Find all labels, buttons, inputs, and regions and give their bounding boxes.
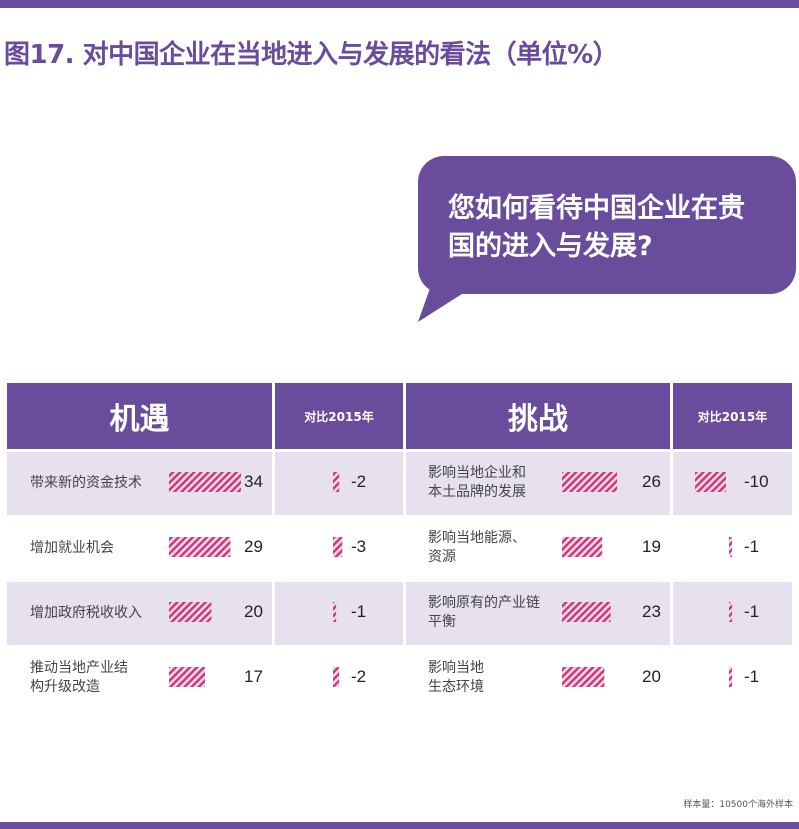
- chl-value-label-3: 20: [642, 667, 661, 686]
- chl-category-3: 影响当地 生态环境: [428, 659, 484, 697]
- opp-row-3: [7, 647, 272, 710]
- question-text: 您如何看待中国企业在贵 国的进入与发展?: [448, 190, 778, 266]
- opp-row-compare-1: [275, 517, 403, 580]
- question-bubble: [418, 156, 796, 294]
- chl-value-label-0: 26: [642, 472, 661, 491]
- opp-change-label-3: -2: [351, 667, 367, 686]
- opp-value-label-1: 29: [244, 537, 263, 556]
- chl-category-0-line-1: 本土品牌的发展: [428, 484, 526, 500]
- opp-change-label-2: -1: [351, 602, 367, 621]
- chl-category-1-line-1: 资源: [428, 549, 456, 565]
- chl-change-label-0: -10: [744, 472, 769, 491]
- opp-row-2: [7, 582, 272, 645]
- chl-change-label-1: -1: [744, 537, 760, 556]
- opp-change-label-1: -3: [351, 537, 367, 556]
- chl-category-2-line-0: 影响原有的产业链: [428, 595, 540, 611]
- chl-row-3: [406, 647, 670, 710]
- chl-value-label-2: 23: [642, 602, 661, 621]
- chl-category-2-line-1: 平衡: [428, 614, 456, 630]
- opp-category-2: 增加政府税收收入: [30, 604, 142, 623]
- chl-category-0: 影响当地企业和 本土品牌的发展: [428, 464, 526, 502]
- opp-change-label-0: -2: [351, 472, 367, 491]
- header-compare-right: 对比2015年: [673, 383, 792, 449]
- opp-category-0: 带来新的资金技术: [30, 474, 142, 493]
- chl-change-label-3: -1: [744, 667, 760, 686]
- bottom-bar: [0, 822, 799, 829]
- chl-category-0-line-0: 影响当地企业和: [428, 465, 526, 481]
- chl-category-1-line-0: 影响当地能源、: [428, 530, 526, 546]
- opp-value-label-0: 34: [244, 472, 263, 491]
- opp-category-3-line-0: 推动当地产业结: [30, 660, 128, 676]
- opp-row-compare-2: [275, 582, 403, 645]
- chl-row-0: [406, 452, 670, 515]
- chl-row-compare-2: [673, 582, 792, 645]
- chl-category-1: 影响当地能源、 资源: [428, 529, 526, 567]
- chl-row-compare-1: [673, 517, 792, 580]
- header-opportunity: 机遇: [7, 383, 272, 449]
- chl-category-3-line-1: 生态环境: [428, 679, 484, 695]
- chl-category-2: 影响原有的产业链 平衡: [428, 594, 540, 632]
- chl-row-2: [406, 582, 670, 645]
- question-line-2: 国的进入与发展?: [448, 231, 653, 262]
- opp-category-1: 增加就业机会: [30, 539, 114, 558]
- chl-row-1: [406, 517, 670, 580]
- chart-title: 图17. 对中国企业在当地进入与发展的看法（单位%）: [4, 40, 619, 70]
- chl-category-3-line-0: 影响当地: [428, 660, 484, 676]
- opp-value-label-2: 20: [244, 602, 263, 621]
- chl-value-label-1: 19: [642, 537, 661, 556]
- opp-value-label-3: 17: [244, 667, 263, 686]
- footnote: 样本量：10500个海外样本: [683, 800, 793, 810]
- header-compare-left: 对比2015年: [275, 383, 403, 449]
- top-bar: [0, 0, 799, 8]
- opp-category-0-line-0: 带来新的资金技术: [30, 475, 142, 491]
- header-challenge: 挑战: [406, 383, 670, 449]
- chl-row-compare-0: [673, 452, 792, 515]
- opp-category-3: 推动当地产业结 构升级改造: [30, 659, 128, 697]
- opp-category-3-line-1: 构升级改造: [30, 679, 100, 695]
- opp-category-1-line-0: 增加就业机会: [30, 540, 114, 556]
- opp-category-2-line-0: 增加政府税收收入: [30, 605, 142, 621]
- chl-change-label-2: -1: [744, 602, 760, 621]
- opp-row-compare-0: [275, 452, 403, 515]
- chl-row-compare-3: [673, 647, 792, 710]
- opp-row-compare-3: [275, 647, 403, 710]
- question-line-1: 您如何看待中国企业在贵: [448, 193, 745, 224]
